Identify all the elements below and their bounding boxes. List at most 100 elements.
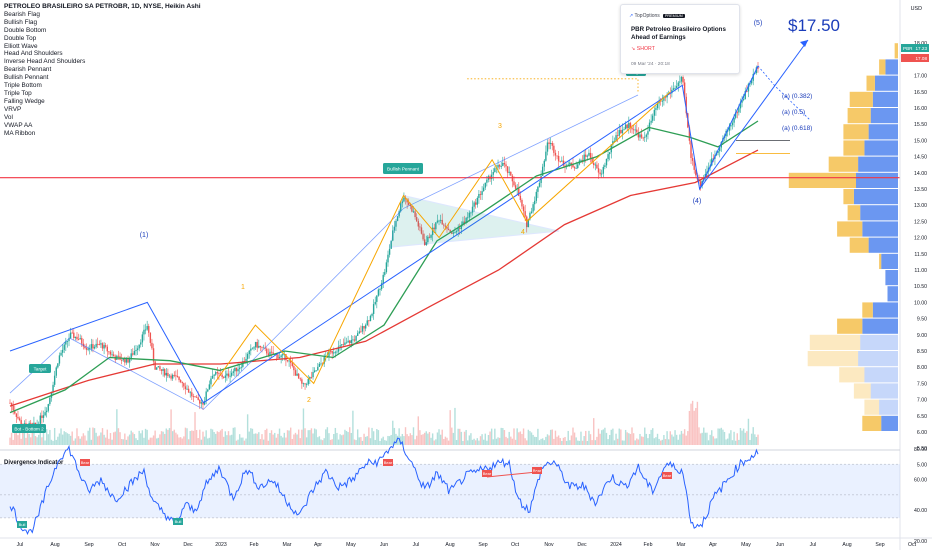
volume-bar bbox=[205, 430, 207, 445]
volume-bar bbox=[411, 435, 413, 445]
symbol-title[interactable]: PETROLEO BRASILEIRO SA PETROBR, 1D, NYSE… bbox=[4, 3, 201, 10]
candle-body bbox=[653, 109, 656, 116]
volume-bar bbox=[361, 440, 364, 445]
legend-item[interactable]: Falling Wedge bbox=[4, 97, 45, 105]
volume-bar bbox=[369, 438, 372, 445]
candle-body bbox=[757, 67, 759, 69]
candle-body bbox=[318, 363, 321, 367]
candle-body bbox=[372, 304, 375, 314]
candle-body bbox=[184, 386, 187, 390]
signal-tag-label: Bull bbox=[19, 522, 26, 527]
volume-bar bbox=[717, 428, 719, 445]
volume-bar bbox=[607, 439, 609, 445]
vp-bar-down bbox=[843, 124, 869, 140]
candle-body bbox=[602, 166, 604, 174]
volume-bar bbox=[293, 434, 295, 445]
dotted-resistance bbox=[467, 78, 639, 92]
candle-body bbox=[223, 377, 225, 378]
candle-body bbox=[140, 342, 142, 345]
volume-bar bbox=[430, 437, 432, 445]
legend-item[interactable]: Bearish Pennant bbox=[4, 66, 52, 74]
candle-body bbox=[585, 154, 587, 157]
legend-item[interactable]: Elliott Wave bbox=[4, 42, 38, 50]
minor-wave-line bbox=[211, 91, 671, 387]
vp-bar-down bbox=[849, 237, 869, 253]
legend-item[interactable]: Bullish Pennant bbox=[4, 74, 49, 82]
volume-bar bbox=[152, 435, 155, 445]
legend-item[interactable]: VRVP bbox=[4, 105, 22, 113]
candle-body bbox=[175, 375, 177, 377]
volume-bar bbox=[168, 428, 171, 445]
legend-item[interactable]: MA Ribbon bbox=[4, 129, 36, 137]
candle-body bbox=[246, 354, 249, 359]
candle-body bbox=[628, 122, 630, 129]
candle-body bbox=[682, 77, 684, 83]
candle-body bbox=[586, 155, 589, 157]
volume-bar bbox=[66, 433, 69, 445]
candle-body bbox=[289, 360, 292, 363]
volume-bar bbox=[81, 436, 83, 445]
candle-body bbox=[726, 130, 729, 132]
volume-bar bbox=[596, 436, 598, 445]
volume-bar bbox=[159, 434, 161, 445]
wave-label: 3 bbox=[498, 123, 502, 130]
volume-bar bbox=[384, 440, 386, 445]
volume-bar bbox=[189, 431, 191, 445]
volume-bar bbox=[151, 437, 153, 445]
news-card[interactable]: ↗ TopOptions PREMIUM PBR Petroleo Brasile… bbox=[620, 4, 740, 74]
legend-item[interactable]: Vol bbox=[4, 113, 13, 121]
legend-item[interactable]: Inverse Head And Shoulders bbox=[4, 58, 86, 66]
candle-body bbox=[9, 402, 11, 404]
volume-bar bbox=[661, 439, 664, 445]
legend-item[interactable]: Bearish Flag bbox=[4, 10, 40, 18]
legend-item[interactable]: Triple Top bbox=[4, 89, 32, 97]
legend-item[interactable]: VWAP AA bbox=[4, 121, 33, 129]
volume-bar bbox=[277, 433, 279, 445]
legend-item[interactable]: Double Bottom bbox=[4, 26, 47, 34]
volume-bar bbox=[181, 438, 183, 445]
candle-body bbox=[431, 227, 434, 236]
candle-body bbox=[473, 202, 475, 207]
legend-item[interactable]: Head And Shoulders bbox=[4, 50, 63, 58]
volume-bar bbox=[117, 428, 120, 445]
candle-body bbox=[562, 160, 565, 166]
candle-body bbox=[65, 341, 67, 345]
volume-bar bbox=[433, 440, 435, 445]
volume-bar bbox=[326, 427, 329, 445]
candle-body bbox=[333, 352, 335, 354]
volume-bar bbox=[545, 436, 547, 445]
bear-signal-tag bbox=[482, 470, 492, 477]
volume-bar bbox=[65, 432, 67, 445]
candle-body bbox=[363, 326, 365, 329]
volume-bar bbox=[246, 414, 249, 445]
candle-body bbox=[33, 422, 35, 425]
legend-item[interactable]: Bullish Flag bbox=[4, 18, 38, 26]
fib-label: (a) (0.5) bbox=[782, 109, 805, 116]
volume-bar bbox=[503, 430, 506, 445]
vp-bar-up bbox=[872, 91, 898, 107]
volume-bar bbox=[50, 439, 53, 445]
volume-bar bbox=[736, 433, 738, 445]
target-arrow bbox=[699, 39, 809, 190]
candle-body bbox=[207, 389, 209, 392]
volume-bar bbox=[349, 427, 351, 445]
price-tick-label: 9.50 bbox=[917, 317, 927, 323]
volume-bar bbox=[254, 433, 257, 445]
candle-body bbox=[408, 202, 410, 206]
legend-item[interactable]: Triple Bottom bbox=[4, 82, 42, 90]
legend-item[interactable]: Double Top bbox=[4, 34, 37, 42]
time-tick-label: 2024 bbox=[610, 542, 622, 548]
indicator-legend: PETROLEO BRASILEIRO SA PETROBR, 1D, NYSE… bbox=[4, 3, 201, 137]
volume-bar bbox=[475, 440, 477, 445]
volume-bar bbox=[484, 433, 486, 445]
candle-body bbox=[530, 211, 533, 214]
signal-tag-label: Bear bbox=[81, 460, 90, 465]
time-tick-label: Mar bbox=[283, 542, 292, 548]
candle-body bbox=[192, 396, 195, 398]
volume-bar bbox=[731, 440, 734, 445]
candle-body bbox=[605, 159, 608, 166]
candle-body bbox=[98, 344, 101, 345]
news-headline[interactable]: PBR Petroleo Brasileiro Options Ahead of… bbox=[631, 26, 726, 41]
volume-bar bbox=[610, 429, 612, 445]
